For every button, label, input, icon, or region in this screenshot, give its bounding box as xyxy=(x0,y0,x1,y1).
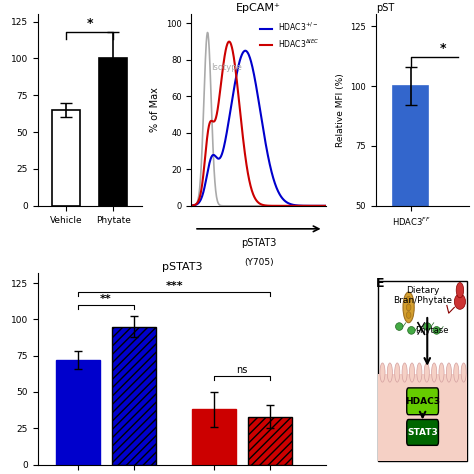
HDAC3⁺/⁻ xyxy=(262,135,267,140)
Bar xyxy=(192,410,236,465)
Isotype xyxy=(189,203,194,209)
HDAC3ΔIEC xyxy=(227,39,232,45)
HDAC3⁺/⁻ xyxy=(269,170,275,176)
Isotype xyxy=(205,30,210,36)
Ellipse shape xyxy=(402,363,407,382)
FancyBboxPatch shape xyxy=(407,419,438,446)
Text: ***: *** xyxy=(165,281,183,291)
HDAC3⁺/⁻ xyxy=(189,203,194,209)
Text: **: ** xyxy=(100,294,112,304)
Isotype xyxy=(269,203,275,209)
Text: Phytase: Phytase xyxy=(415,326,448,335)
Ellipse shape xyxy=(395,323,403,330)
Ellipse shape xyxy=(406,312,411,319)
Isotype xyxy=(254,203,259,209)
Ellipse shape xyxy=(431,363,437,382)
Ellipse shape xyxy=(461,363,466,382)
HDAC3⁺/⁻ xyxy=(254,85,259,91)
HDAC3⁺/⁻ xyxy=(323,203,329,209)
HDAC3ΔIEC xyxy=(254,198,259,203)
FancyBboxPatch shape xyxy=(378,374,467,461)
Line: HDAC3ΔIEC: HDAC3ΔIEC xyxy=(191,42,326,206)
Bar xyxy=(393,86,428,326)
Ellipse shape xyxy=(424,363,429,382)
Ellipse shape xyxy=(417,363,422,382)
HDAC3ΔIEC xyxy=(262,202,267,208)
Text: Dietary: Dietary xyxy=(406,286,439,295)
Bar xyxy=(56,360,100,465)
Isotype xyxy=(320,203,326,209)
Bar xyxy=(248,417,292,465)
HDAC3ΔIEC xyxy=(189,203,194,209)
Text: ns: ns xyxy=(237,365,248,374)
HDAC3ΔIEC xyxy=(320,203,326,209)
HDAC3⁺/⁻ xyxy=(299,203,305,209)
Y-axis label: Relative MFI (%): Relative MFI (%) xyxy=(336,73,345,147)
Text: *: * xyxy=(440,42,446,55)
HDAC3⁺/⁻ xyxy=(243,48,248,54)
Legend: HDAC3$^{+/-}$, HDAC3$^{\Delta IEC}$: HDAC3$^{+/-}$, HDAC3$^{\Delta IEC}$ xyxy=(257,18,322,53)
Text: *: * xyxy=(87,18,93,30)
HDAC3ΔIEC xyxy=(323,203,329,209)
Text: (Y705): (Y705) xyxy=(244,257,273,266)
Line: HDAC3⁺/⁻: HDAC3⁺/⁻ xyxy=(191,51,326,206)
Ellipse shape xyxy=(433,327,440,334)
Isotype xyxy=(262,203,267,209)
Line: Isotype: Isotype xyxy=(191,33,326,206)
Text: E: E xyxy=(376,277,384,290)
Ellipse shape xyxy=(387,363,392,382)
Ellipse shape xyxy=(395,363,400,382)
Ellipse shape xyxy=(424,323,431,330)
Text: Bran/Phytate: Bran/Phytate xyxy=(393,296,452,305)
HDAC3ΔIEC xyxy=(269,203,275,209)
Text: pST: pST xyxy=(376,3,394,13)
Ellipse shape xyxy=(410,363,415,382)
Isotype xyxy=(253,203,258,209)
Text: STAT3: STAT3 xyxy=(407,428,438,437)
Bar xyxy=(99,58,128,206)
Ellipse shape xyxy=(406,304,411,311)
HDAC3⁺/⁻ xyxy=(253,81,258,86)
Bar xyxy=(112,327,156,465)
FancyBboxPatch shape xyxy=(407,388,438,415)
Ellipse shape xyxy=(380,363,385,382)
Text: HDAC3: HDAC3 xyxy=(405,397,440,406)
FancyBboxPatch shape xyxy=(378,281,467,461)
Isotype xyxy=(323,203,329,209)
Title: pSTAT3: pSTAT3 xyxy=(162,262,202,272)
HDAC3ΔIEC xyxy=(253,197,258,202)
Text: Isotype: Isotype xyxy=(211,64,243,73)
Text: pSTAT3: pSTAT3 xyxy=(241,238,276,248)
Ellipse shape xyxy=(454,294,465,310)
Isotype xyxy=(299,203,305,209)
HDAC3ΔIEC xyxy=(299,203,305,209)
Ellipse shape xyxy=(406,296,411,303)
Title: EpCAM⁺: EpCAM⁺ xyxy=(237,3,281,13)
Ellipse shape xyxy=(403,292,414,323)
Ellipse shape xyxy=(439,363,444,382)
Circle shape xyxy=(456,283,464,298)
Ellipse shape xyxy=(447,363,451,382)
Y-axis label: % of Max: % of Max xyxy=(150,88,160,132)
Bar xyxy=(52,110,80,206)
HDAC3⁺/⁻ xyxy=(320,203,326,209)
Ellipse shape xyxy=(408,327,415,334)
Ellipse shape xyxy=(454,363,459,382)
